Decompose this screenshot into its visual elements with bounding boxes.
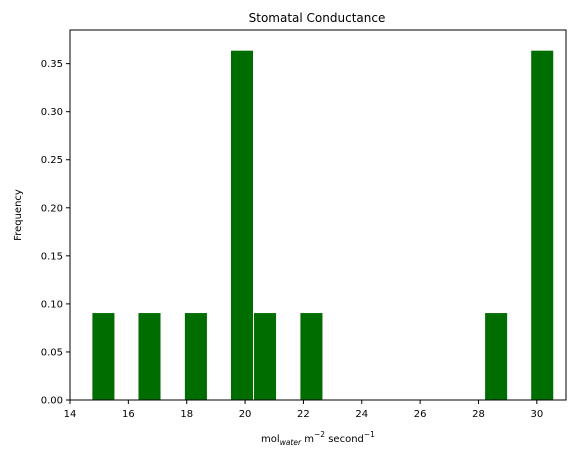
histogram-bar-4	[253, 312, 278, 401]
y-tick-label: 0.05	[41, 347, 63, 358]
histogram-bar-5	[299, 312, 324, 401]
x-tick-label: 20	[239, 409, 252, 420]
x-tick-label: 14	[64, 409, 77, 420]
chart-title: Stomatal Conductance	[249, 11, 386, 25]
x-axis-label-superscript-2: −1	[364, 430, 375, 439]
y-tick-label: 0.20	[41, 203, 63, 214]
y-tick-label: 0.25	[41, 155, 63, 166]
histogram-bar-0	[91, 312, 116, 401]
x-axis-label-subscript: water	[280, 438, 302, 447]
histogram-bar-7	[530, 49, 555, 401]
x-axis-label-unit-second: second	[325, 434, 364, 445]
x-tick-label: 26	[414, 409, 427, 420]
y-tick-label: 0.15	[41, 251, 63, 262]
x-axis: 14 16 18 20 22 24 26 28 30	[64, 400, 543, 420]
histogram-bar-6	[484, 312, 509, 401]
x-axis-label-base: mol	[261, 434, 280, 445]
x-tick-label: 24	[355, 409, 368, 420]
y-tick-label: 0.35	[41, 59, 63, 70]
y-tick-label: 0.10	[41, 299, 63, 310]
y-tick-label: 0.30	[41, 107, 63, 118]
x-tick-label: 18	[180, 409, 193, 420]
x-tick-label: 22	[297, 409, 310, 420]
histogram-bar-3	[229, 49, 255, 401]
histogram-bar-1	[137, 312, 162, 401]
x-axis-label-unit-m: m	[301, 434, 314, 445]
plot-frame	[69, 29, 567, 401]
y-axis: 0.00 0.05 0.10 0.15 0.20 0.25 0.30 0.35	[41, 59, 70, 407]
y-axis-label: Frequency	[13, 189, 24, 241]
x-tick-label: 30	[530, 409, 543, 420]
x-tick-label: 16	[122, 409, 135, 420]
bars-layer	[91, 49, 555, 401]
histogram-bar-2	[183, 312, 208, 401]
x-axis-label: molwater m−2 second−1	[261, 430, 375, 447]
y-tick-label: 0.00	[41, 396, 63, 407]
x-axis-label-superscript-1: −2	[314, 430, 325, 439]
x-tick-label: 28	[472, 409, 485, 420]
